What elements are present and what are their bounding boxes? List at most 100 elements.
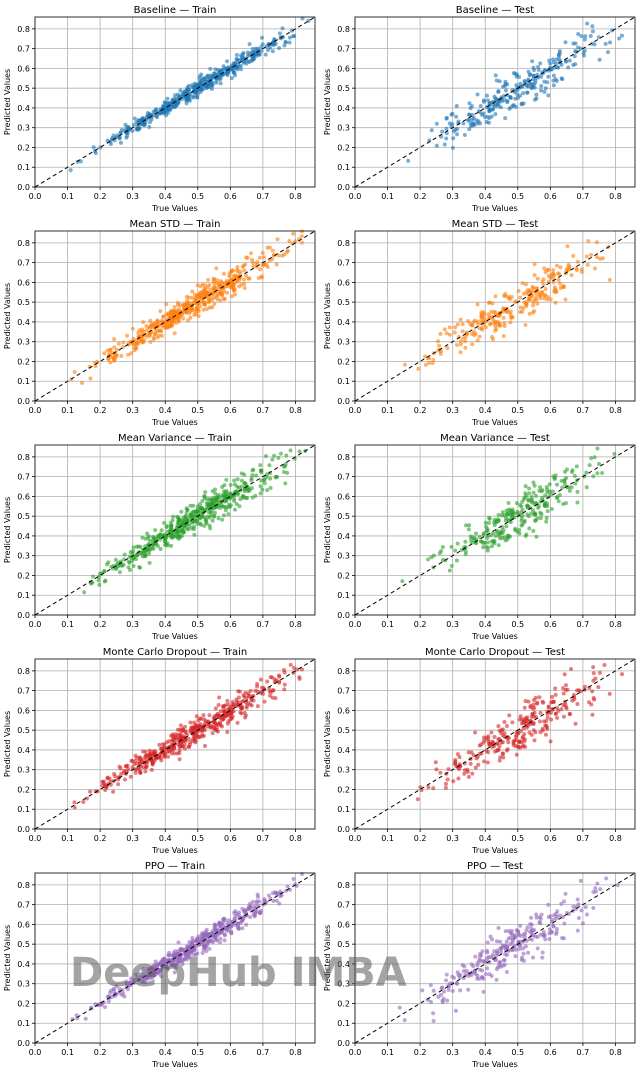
scatter-point [540,726,545,731]
scatter-point [273,890,278,895]
scatter-point [455,752,460,757]
scatter-point [184,294,189,299]
x-tick-label: 0.0 [29,620,42,629]
scatter-point [157,532,162,537]
scatter-point [525,925,530,930]
scatter-point [441,996,446,1001]
scatter-point [255,684,260,689]
scatter-point [551,78,556,83]
x-tick-label: 0.5 [191,192,204,201]
scatter-point [502,535,507,540]
scatter-point [165,529,170,534]
x-tick-label: 0.0 [29,192,42,201]
scatter-point [179,522,184,527]
scatter-point [288,662,293,667]
scatter-point [494,519,499,524]
y-tick-label: 0.3 [17,552,30,561]
scatter-point [174,103,179,108]
x-tick-label: 0.6 [224,192,237,201]
scatter-point [444,978,449,983]
scatter-point [524,493,529,498]
x-tick-label: 0.3 [126,192,139,201]
panel-title: Mean STD — Train [130,219,221,230]
scatter-point [199,512,204,517]
scatter-point [519,957,524,962]
scatter-point [201,76,206,81]
x-tick-label: 0.3 [126,406,139,415]
reference-line [34,444,316,616]
y-tick-label: 0.4 [337,532,350,541]
scatter-point [542,68,547,73]
scatter-point [117,135,122,140]
scatter-point [526,497,531,502]
scatter-point [177,736,182,741]
scatter-point [153,528,158,533]
scatter-point [502,731,507,736]
scatter-point [590,29,595,34]
scatter-point [549,507,554,512]
x-axis-label: True Values [151,846,198,855]
scatter-point [191,726,196,731]
scatter-point [582,684,587,689]
scatter-point [553,290,558,295]
scatter-point [270,675,275,680]
scatter-point [561,502,566,507]
scatter-point [521,726,526,731]
scatter-point [91,145,96,150]
scatter-point [455,322,460,327]
scatter-point [239,282,244,287]
scatter-point [130,551,135,556]
scatter-point [563,297,568,302]
scatter-point [215,933,220,938]
scatter-point [239,478,244,483]
scatter-point [496,104,501,109]
scatter-point [208,66,213,71]
plot-frame [354,16,636,188]
scatter-point [584,254,589,259]
scatter-point [176,518,181,523]
scatter-point [217,495,222,500]
scatter-point [615,883,620,888]
x-tick-label: 0.6 [224,406,237,415]
scatter-point [492,94,497,99]
scatter-point [455,541,460,546]
scatter-point [585,21,590,26]
scatter-point [102,351,107,356]
x-tick-label: 0.3 [446,406,459,415]
scatter-point [267,463,272,468]
scatter-point [164,320,169,325]
scatter-point [402,1018,407,1023]
scatter-point [143,536,148,541]
scatter-point [464,523,469,528]
y-axis-label: Predicted Values [323,69,332,135]
scatter-point [126,565,131,570]
scatter-point [546,902,551,907]
scatter-point [463,339,468,344]
scatter-point [566,262,571,267]
scatter-point [563,59,568,64]
reference-line [354,872,636,1044]
x-tick-label: 0.1 [381,834,394,843]
scatter-point [207,84,212,89]
scatter-point [469,537,474,542]
y-tick-label: 0.2 [337,357,350,366]
scatter-point [108,779,113,784]
y-tick-label: 0.7 [17,901,30,910]
scatter-point [450,111,455,116]
scatter-point [564,476,569,481]
scatter-point [501,958,506,963]
scatter-point [587,463,592,468]
x-tick-label: 0.4 [479,1048,492,1057]
scatter-point [445,777,450,782]
scatter-point [485,760,490,765]
scatter-point [503,88,508,93]
scatter-point [148,966,153,971]
scatter-point [450,989,455,994]
scatter-point [549,929,554,934]
scatter-point [201,307,206,312]
scatter-point [526,950,531,955]
scatter-point [274,898,279,903]
scatter-point [538,499,543,504]
y-tick-label: 0.5 [17,726,30,735]
scatter-point [185,518,190,523]
